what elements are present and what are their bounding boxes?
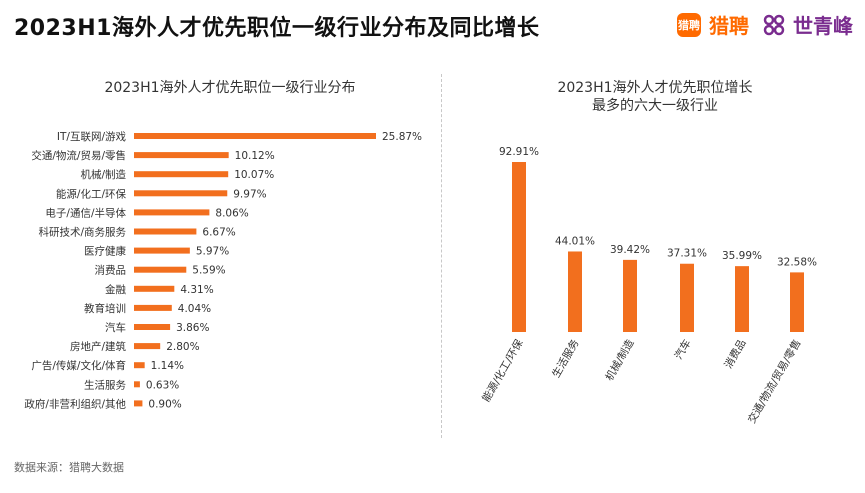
category-label: 广告/传媒/文化/体育 [31, 359, 126, 372]
bar [134, 381, 140, 388]
bar [735, 266, 749, 332]
value-label: 3.86% [176, 322, 209, 334]
liepin-logo-icon: 猎聘 [677, 12, 701, 37]
brand-logos: 猎聘 猎聘 世青峰 [677, 10, 853, 39]
bar [134, 171, 229, 178]
category-label: 汽车 [105, 321, 126, 334]
right-chart-title-line1: 2023H1海外人才优先职位增长 [557, 80, 753, 96]
liepin-brand-name: 猎聘 [709, 14, 749, 38]
bar [134, 324, 171, 330]
category-label: 消费品 [722, 337, 749, 371]
value-label: 6.67% [202, 227, 235, 239]
bar [623, 259, 637, 332]
value-label: 35.99% [722, 250, 762, 262]
category-label: 科研技术/商务服务 [38, 226, 126, 239]
value-label: 10.07% [234, 169, 274, 181]
category-label: 汽车 [672, 337, 694, 362]
bar [134, 190, 228, 197]
category-label: 交通/物流/贸易/零售 [31, 149, 126, 162]
bar [134, 266, 187, 273]
category-label: 机械/制造 [80, 168, 126, 181]
bar [134, 209, 210, 216]
bar [134, 304, 172, 311]
right-chart-title-line2: 最多的六大一级行业 [592, 98, 718, 114]
value-label: 92.91% [499, 146, 539, 158]
value-label: 25.87% [382, 131, 422, 143]
category-label: 政府/非营利组织/其他 [24, 397, 126, 410]
value-label: 10.12% [235, 150, 275, 162]
bar [134, 152, 229, 159]
bar [790, 272, 804, 332]
value-label: 1.14% [151, 360, 184, 372]
bar [568, 251, 582, 332]
category-label: 能源/化工/环保 [479, 337, 526, 405]
panel-divider [441, 74, 442, 438]
value-label: 5.59% [192, 265, 225, 277]
category-label: 生活服务 [549, 337, 582, 380]
shiqingfeng-brand-name: 世青峰 [793, 14, 853, 38]
bar [134, 247, 190, 254]
right-chart-title: 2023H1海外人才优先职位增长 最多的六大一级行业 [455, 79, 855, 115]
category-label: 医疗健康 [84, 245, 126, 258]
bar [512, 162, 526, 332]
value-label: 39.42% [610, 244, 650, 256]
value-label: 44.01% [555, 235, 595, 247]
value-label: 2.80% [166, 341, 199, 353]
category-label: 能源/化工/环保 [56, 187, 127, 200]
category-label: 金融 [105, 283, 126, 296]
bar [134, 343, 161, 350]
industry-growth-chart: 92.91% 能源/化工/环保 44.01% 生活服务 39.42% 机械/制造 37.31… [479, 146, 817, 425]
value-label: 32.58% [777, 256, 817, 268]
page-title: 2023H1海外人才优先职位一级行业分布及同比增长 [14, 16, 540, 41]
industry-distribution-chart: IT/互联网/游戏 25.87% 交通/物流/贸易/零售 10.12% 机械/制造 10.… [24, 130, 422, 410]
category-label: 交通/物流/贸易/零售 [745, 337, 804, 425]
data-source-note: 数据来源：猎聘大数据 [14, 461, 124, 474]
value-label: 0.63% [146, 379, 179, 391]
value-label: 8.06% [215, 207, 248, 219]
category-label: 消费品 [95, 264, 127, 277]
value-label: 37.31% [667, 248, 707, 260]
bar [134, 400, 143, 407]
bar [680, 263, 694, 332]
shiqingfeng-logo-icon [763, 14, 785, 35]
category-label: 电子/通信/半导体 [45, 206, 126, 219]
category-label: IT/互联网/游戏 [57, 130, 127, 143]
category-label: 房地产/建筑 [70, 340, 127, 353]
category-label: 教育培训 [84, 302, 126, 315]
bar [134, 285, 175, 292]
left-chart-title: 2023H1海外人才优先职位一级行业分布 [104, 80, 356, 96]
value-label: 4.31% [180, 284, 213, 296]
bar [134, 133, 376, 139]
category-label: 生活服务 [84, 378, 126, 391]
value-label: 9.97% [233, 188, 266, 200]
bar [134, 228, 197, 235]
bar [134, 362, 145, 369]
value-label: 4.04% [178, 303, 211, 315]
value-label: 0.90% [148, 398, 181, 410]
value-label: 5.97% [196, 246, 229, 258]
category-label: 机械/制造 [603, 337, 637, 383]
